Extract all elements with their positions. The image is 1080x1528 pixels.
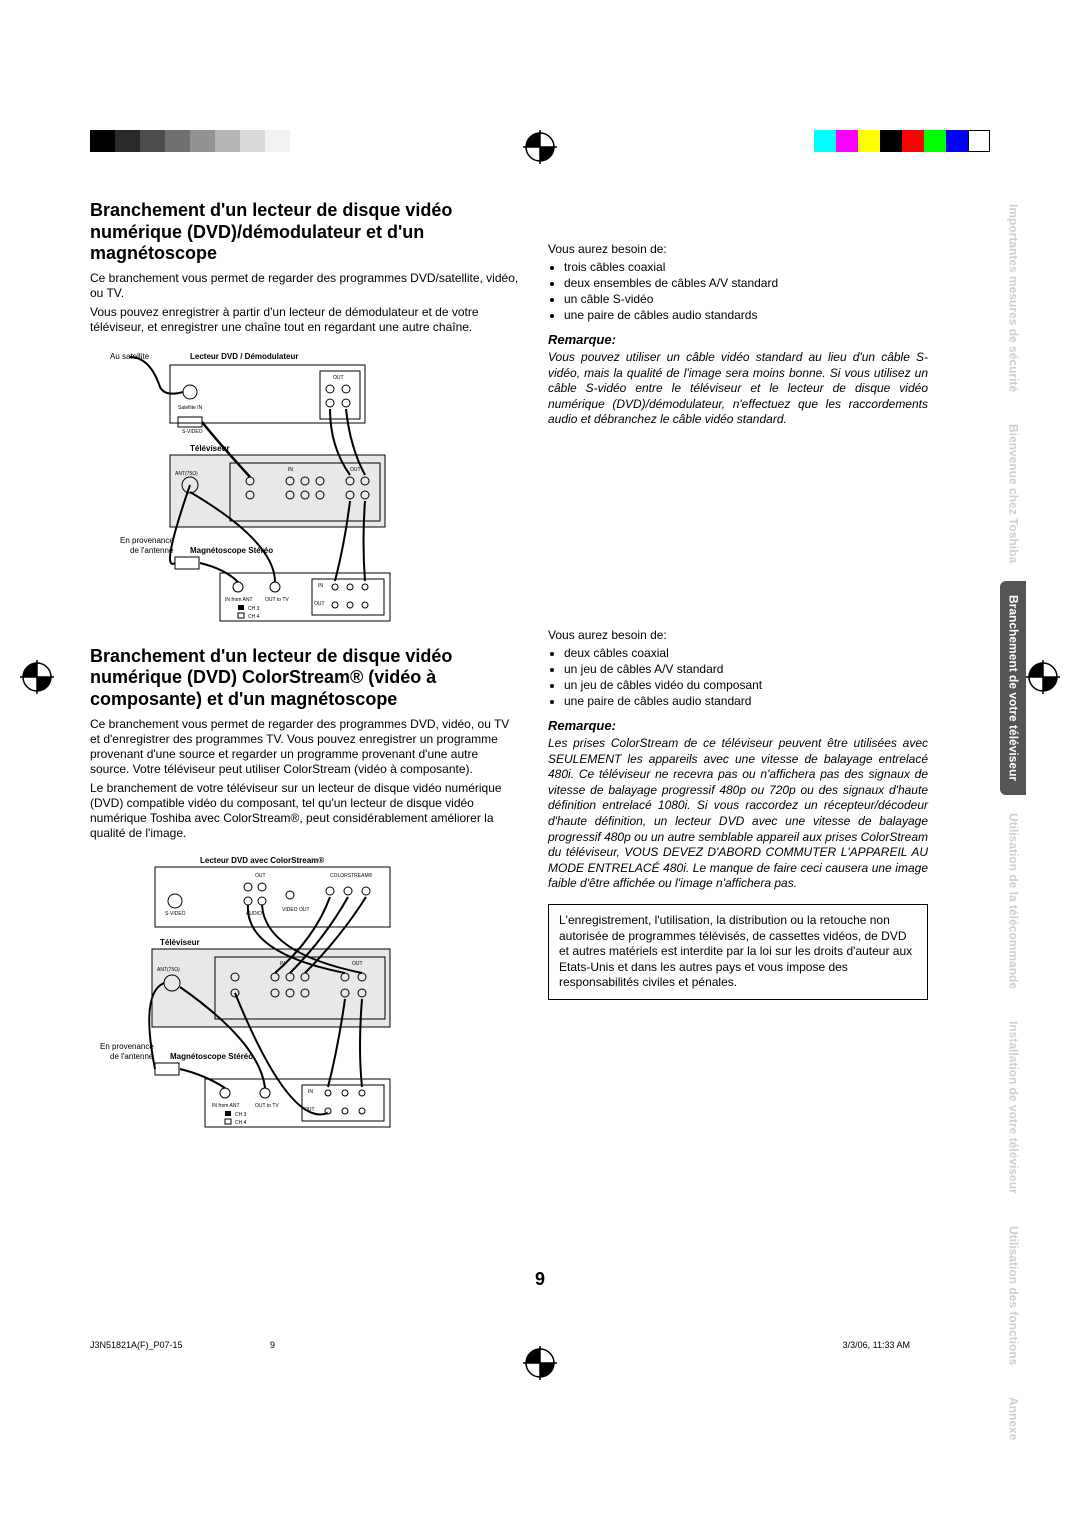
svg-text:S-VIDEO: S-VIDEO [165, 911, 186, 917]
section2-title: Branchement d'un lecteur de disque vidéo… [90, 646, 520, 711]
needs-intro-2: Vous aurez besoin de: [548, 628, 928, 642]
needs-list-2: deux câbles coaxial un jeu de câbles A/V … [548, 646, 928, 708]
svg-text:VIDEO OUT: VIDEO OUT [282, 907, 310, 913]
footer-timestamp: 3/3/06, 11:33 AM [843, 1340, 910, 1350]
section-tab: Annexe [1000, 1383, 1026, 1454]
gray-registration-bars [90, 130, 290, 152]
section-tab: Importantes mesures de sécurité [1000, 190, 1026, 406]
footer-filename: J3N51821A(F)_P07-15 [90, 1340, 183, 1350]
svg-text:IN from ANT: IN from ANT [225, 597, 253, 603]
copyright-notice: L'enregistrement, l'utilisation, la dist… [548, 904, 928, 1000]
section-tab: Utilisation de la télécommande [1000, 799, 1026, 1003]
connection-diagram-2: Lecteur DVD avec ColorStream® S-VIDEO OU… [90, 853, 410, 1133]
needs-item: deux câbles coaxial [564, 646, 928, 660]
remark-body-2: Les prises ColorStream de ce téléviseur … [548, 736, 928, 892]
svg-text:CH 4: CH 4 [248, 614, 260, 620]
section-tab: Installation de votre téléviseur [1000, 1007, 1026, 1208]
svg-text:Magnétoscope Stéréo: Magnétoscope Stéréo [170, 1052, 253, 1061]
section-tabs: Importantes mesures de sécurité Bienvenue… [1000, 190, 1050, 1459]
svg-text:Lecteur DVD / Démodulateur: Lecteur DVD / Démodulateur [190, 352, 298, 361]
svg-text:COLORSTREAM®: COLORSTREAM® [330, 872, 373, 879]
svg-text:CH 3: CH 3 [235, 1112, 247, 1118]
svg-text:IN: IN [308, 1089, 313, 1095]
section2-body2: Le branchement de votre téléviseur sur u… [90, 781, 520, 841]
svg-text:IN from ANT: IN from ANT [212, 1103, 240, 1109]
svg-text:OUT: OUT [333, 375, 344, 381]
svg-text:de l'antenne: de l'antenne [110, 1052, 154, 1061]
svg-text:Satellite IN: Satellite IN [178, 405, 203, 411]
svg-text:En provenance: En provenance [120, 536, 174, 545]
needs-item: une paire de câbles audio standard [564, 694, 928, 708]
color-registration-bars [814, 130, 990, 152]
svg-text:CH 3: CH 3 [248, 606, 260, 612]
svg-text:IN: IN [318, 583, 323, 589]
needs-list-1: trois câbles coaxial deux ensembles de câ… [548, 260, 928, 322]
svg-text:OUT: OUT [352, 961, 363, 967]
needs-item: un câble S-vidéo [564, 292, 928, 306]
svg-text:OUT: OUT [350, 467, 361, 473]
needs-item: un jeu de câbles A/V standard [564, 662, 928, 676]
needs-item: une paire de câbles audio standards [564, 308, 928, 322]
svg-text:Téléviseur: Téléviseur [160, 938, 200, 947]
page-number: 9 [535, 1269, 545, 1290]
section1-body2: Vous pouvez enregistrer à partir d'un le… [90, 305, 520, 335]
svg-text:OUT to TV: OUT to TV [265, 597, 289, 603]
svg-text:IN: IN [288, 467, 293, 473]
footer-page: 9 [270, 1340, 275, 1350]
svg-text:Lecteur DVD avec ColorStream®: Lecteur DVD avec ColorStream® [200, 856, 324, 865]
section2-body1: Ce branchement vous permet de regarder d… [90, 717, 520, 777]
registration-target-top [523, 130, 557, 169]
right-column: Vous aurez besoin de: trois câbles coaxi… [548, 200, 928, 1152]
svg-text:OUT: OUT [314, 601, 325, 607]
svg-text:ANT(75Ω): ANT(75Ω) [175, 471, 198, 477]
svg-text:OUT to TV: OUT to TV [255, 1103, 279, 1109]
section-tab: Utilisation des fonctions [1000, 1212, 1026, 1379]
remark-heading-2: Remarque: [548, 718, 928, 733]
svg-text:CH 4: CH 4 [235, 1120, 247, 1126]
svg-text:Au satellite: Au satellite [110, 352, 150, 361]
connection-diagram-1: Au satellite Lecteur DVD / Démodulateur … [90, 347, 410, 627]
registration-target-bottom [523, 1346, 557, 1385]
svg-text:de l'antenne: de l'antenne [130, 546, 174, 555]
registration-top [0, 130, 1080, 170]
section1-title: Branchement d'un lecteur de disque vidéo… [90, 200, 520, 265]
needs-item: deux ensembles de câbles A/V standard [564, 276, 928, 290]
svg-text:OUT: OUT [255, 873, 266, 879]
section-tab: Branchement de votre téléviseur [1000, 581, 1026, 795]
section-tab: Bienvenue chez Toshiba [1000, 410, 1026, 577]
remark-heading-1: Remarque: [548, 332, 928, 347]
svg-text:ANT(75Ω): ANT(75Ω) [157, 967, 180, 973]
needs-item: un jeu de câbles vidéo du composant [564, 678, 928, 692]
needs-item: trois câbles coaxial [564, 260, 928, 274]
svg-text:S-VIDEO: S-VIDEO [182, 429, 203, 435]
svg-text:En provenance: En provenance [100, 1042, 154, 1051]
left-column: Branchement d'un lecteur de disque vidéo… [90, 200, 520, 1152]
section1-body1: Ce branchement vous permet de regarder d… [90, 271, 520, 301]
registration-target-left [20, 660, 54, 699]
remark-body-1: Vous pouvez utiliser un câble vidéo stan… [548, 350, 928, 428]
needs-intro-1: Vous aurez besoin de: [548, 242, 928, 256]
page-content: Importantes mesures de sécuritéBienvenue… [90, 200, 990, 1280]
